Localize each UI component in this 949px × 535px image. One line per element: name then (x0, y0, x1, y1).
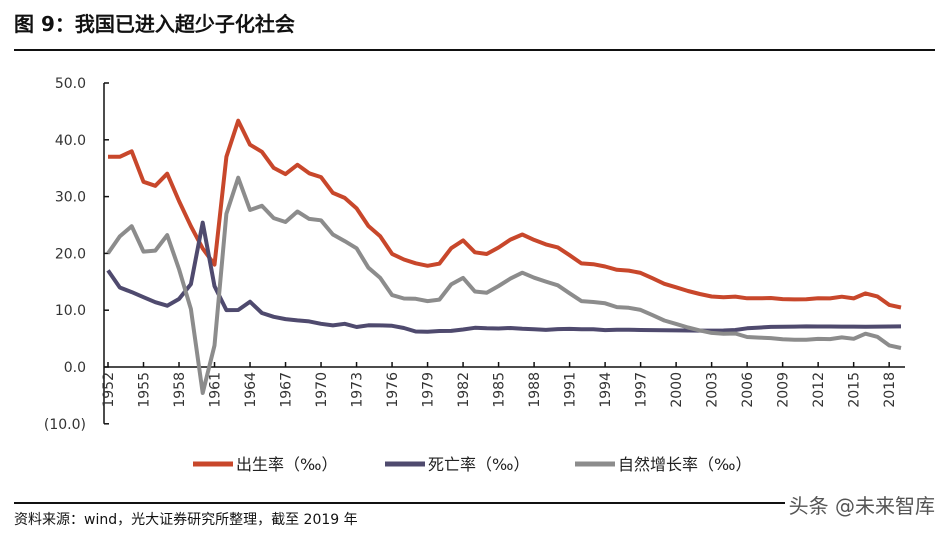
y-tick-label: 10.0 (55, 303, 86, 319)
x-tick-label: 1958 (172, 372, 188, 408)
x-tick-label: 1982 (456, 372, 472, 408)
y-tick-label: 40.0 (55, 133, 86, 149)
y-tick-label: 0.0 (64, 360, 86, 376)
series-line-0 (108, 118, 902, 310)
series-line-1 (106, 220, 902, 334)
footer-rule (14, 502, 935, 504)
y-tick-label: 20.0 (55, 246, 86, 262)
x-tick-label: 1961 (208, 372, 224, 408)
x-tick-label: 2009 (776, 372, 792, 408)
watermark: 头条 @未来智库 (784, 490, 935, 519)
x-tick-label: 1985 (492, 372, 508, 408)
x-tick-label: 1967 (279, 372, 295, 408)
legend-label-1: 死亡率（‰） (428, 455, 529, 474)
series-line-2 (106, 175, 902, 395)
y-tick-label: 30.0 (55, 190, 86, 206)
x-tick-label: 2003 (705, 372, 721, 408)
x-tick-label: 1952 (101, 372, 117, 408)
x-tick-label: 1964 (243, 372, 259, 408)
x-tick-label: 1955 (137, 372, 153, 408)
x-tick-label: 1970 (314, 372, 330, 408)
x-tick-label: 2000 (669, 372, 685, 408)
x-tick-label: 1994 (598, 372, 614, 408)
x-tick-label: 1976 (385, 372, 401, 408)
x-tick-label: 1988 (527, 372, 543, 408)
y-tick-label: (10.0) (44, 417, 86, 433)
x-tick-label: 1997 (634, 372, 650, 408)
legend-label-0: 出生率（‰） (236, 455, 337, 474)
source-note: 资料来源：wind，光大证券研究所整理，截至 2019 年 (14, 512, 358, 528)
x-tick-label: 1979 (421, 372, 437, 408)
x-tick-label: 2015 (847, 372, 863, 408)
y-tick-label: 50.0 (55, 76, 86, 92)
x-tick-label: 2006 (740, 372, 756, 408)
legend-label-2: 自然增长率（‰） (618, 455, 751, 474)
x-tick-label: 2012 (811, 372, 827, 408)
title-rule (14, 49, 935, 51)
x-tick-label: 1973 (350, 372, 366, 408)
figure-title: 图 9：我国已进入超少子化社会 (14, 12, 295, 36)
x-tick-label: 2018 (882, 372, 898, 408)
x-tick-label: 1991 (563, 372, 579, 408)
